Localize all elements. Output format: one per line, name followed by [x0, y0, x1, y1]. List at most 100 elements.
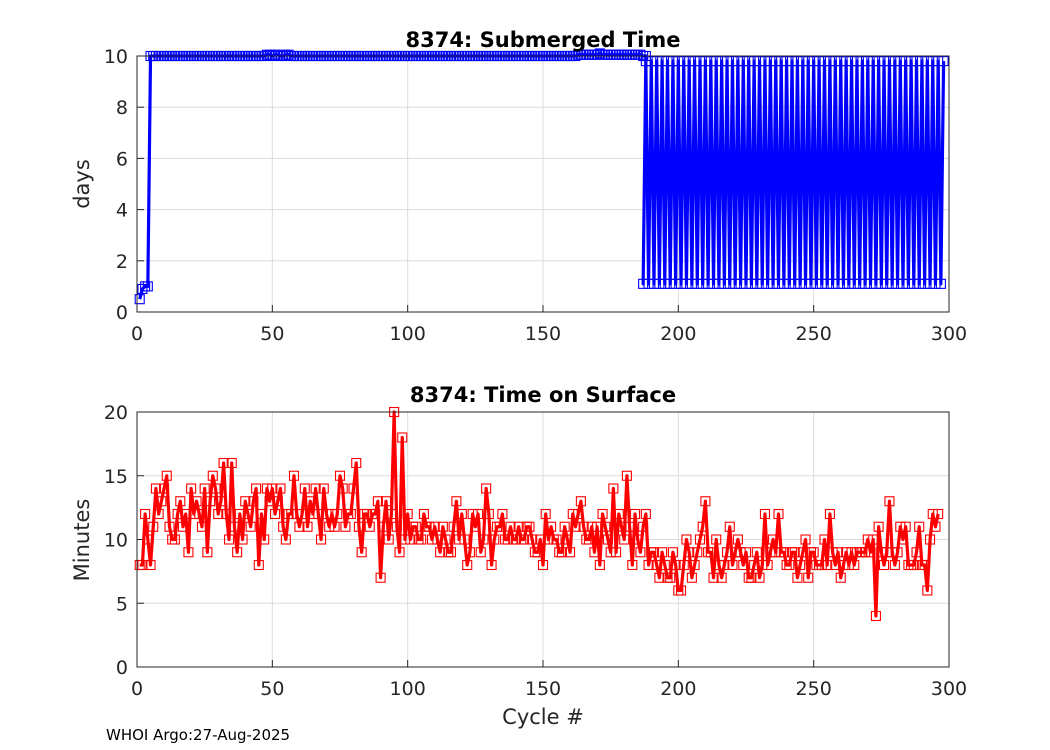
data-point-marker: [851, 56, 863, 67]
data-point-marker: [640, 508, 651, 520]
series: [134, 406, 944, 622]
data-point-marker: [933, 508, 944, 520]
data-point-marker: [730, 547, 741, 558]
data-point-marker: [908, 278, 919, 289]
data-point-marker: [191, 496, 202, 507]
data-point-marker: [776, 56, 787, 67]
data-point-marker: [870, 278, 881, 289]
data-point-marker: [269, 508, 281, 520]
data-point-marker: [887, 547, 898, 558]
data-point-marker: [740, 278, 752, 289]
data-point-marker: [472, 508, 484, 520]
y-tick-label: 20: [104, 402, 128, 424]
data-point-marker: [657, 547, 668, 558]
data-point-marker: [348, 483, 359, 494]
data-point-marker: [456, 508, 467, 520]
data-point-marker: [621, 470, 632, 481]
data-point-marker: [881, 278, 892, 289]
y-tick-labels: 0 5 10 15 20: [104, 402, 128, 679]
data-point-marker: [223, 534, 235, 545]
data-point-marker: [889, 56, 900, 67]
data-point-marker: [778, 547, 789, 558]
data-point-marker: [827, 278, 838, 289]
data-point-marker: [316, 534, 327, 545]
data-point-marker: [697, 521, 708, 532]
x-tick-label: 200: [660, 323, 696, 345]
data-point-marker: [272, 496, 283, 507]
data-point-marker: [513, 521, 524, 532]
data-point-marker: [318, 483, 329, 494]
data-point-marker: [925, 278, 936, 289]
data-point-marker: [302, 521, 313, 532]
data-point-marker: [765, 56, 776, 67]
data-point-marker: [681, 534, 692, 545]
data-point-marker: [310, 483, 321, 494]
data-point-marker: [843, 278, 854, 289]
data-point-marker: [248, 496, 259, 507]
data-point-marker: [838, 559, 849, 571]
series: [134, 48, 949, 305]
data-point-marker: [830, 56, 841, 67]
data-point-marker: [730, 278, 741, 289]
data-point-marker: [675, 585, 687, 596]
data-point-marker: [884, 56, 895, 67]
data-point-marker: [716, 56, 727, 67]
chart-title: 8374: Submerged Time: [405, 28, 680, 52]
data-point-marker: [841, 56, 852, 67]
data-point-marker: [640, 56, 651, 67]
data-point-marker: [145, 559, 156, 571]
data-point-marker: [454, 534, 465, 545]
data-point-marker: [765, 547, 776, 558]
data-point-marker: [608, 483, 619, 494]
data-point-marker: [740, 547, 752, 558]
data-point-marker: [892, 278, 903, 289]
data-point-marker: [264, 49, 275, 60]
data-point-marker: [759, 508, 770, 520]
data-point-marker: [816, 559, 827, 571]
data-point-marker: [324, 521, 335, 532]
data-point-marker: [711, 56, 722, 67]
data-point-marker: [611, 547, 622, 558]
data-point-marker: [497, 508, 508, 520]
data-point-marker: [313, 508, 324, 520]
axes-box: [136, 55, 950, 313]
data-point-marker: [329, 521, 340, 532]
data-point-marker: [703, 278, 714, 289]
data-point-marker: [724, 521, 735, 532]
time-on-surface-chart: 0 50 100 150 200 250 300 0 5 10 15 20 8374: Time o…: [70, 383, 967, 729]
data-point-marker: [583, 534, 595, 545]
data-point-marker: [770, 547, 781, 558]
data-point-marker: [440, 534, 451, 545]
data-point-marker: [659, 278, 670, 289]
data-point-marker: [537, 559, 549, 571]
data-point-marker: [665, 278, 676, 289]
data-point-marker: [280, 534, 291, 545]
data-point-marker: [816, 278, 827, 289]
data-point-marker: [749, 56, 760, 67]
data-point-marker: [432, 534, 443, 545]
data-point-marker: [424, 521, 435, 532]
data-point-marker: [735, 278, 746, 289]
data-point-marker: [895, 56, 906, 67]
y-tick-label: 5: [116, 593, 128, 615]
chart-title: 8374: Time on Surface: [410, 383, 676, 407]
data-point-marker: [226, 457, 237, 469]
data-point-marker: [600, 521, 611, 532]
data-point-marker: [573, 508, 584, 520]
data-point-marker: [930, 521, 941, 532]
data-point-marker: [242, 508, 254, 520]
data-point-marker: [830, 559, 841, 571]
data-point-marker: [199, 483, 210, 494]
data-point-marker: [543, 534, 554, 545]
data-point-marker: [321, 508, 332, 520]
data-point-marker: [535, 534, 546, 545]
data-point-marker: [565, 547, 576, 558]
data-point-marker: [919, 559, 930, 571]
data-point-marker: [169, 534, 180, 545]
data-point-marker: [906, 56, 917, 67]
data-point-marker: [789, 278, 800, 289]
data-point-marker: [391, 521, 402, 532]
data-point-marker: [483, 508, 494, 520]
data-point-marker: [819, 534, 830, 545]
x-tick-label: 50: [260, 678, 284, 700]
